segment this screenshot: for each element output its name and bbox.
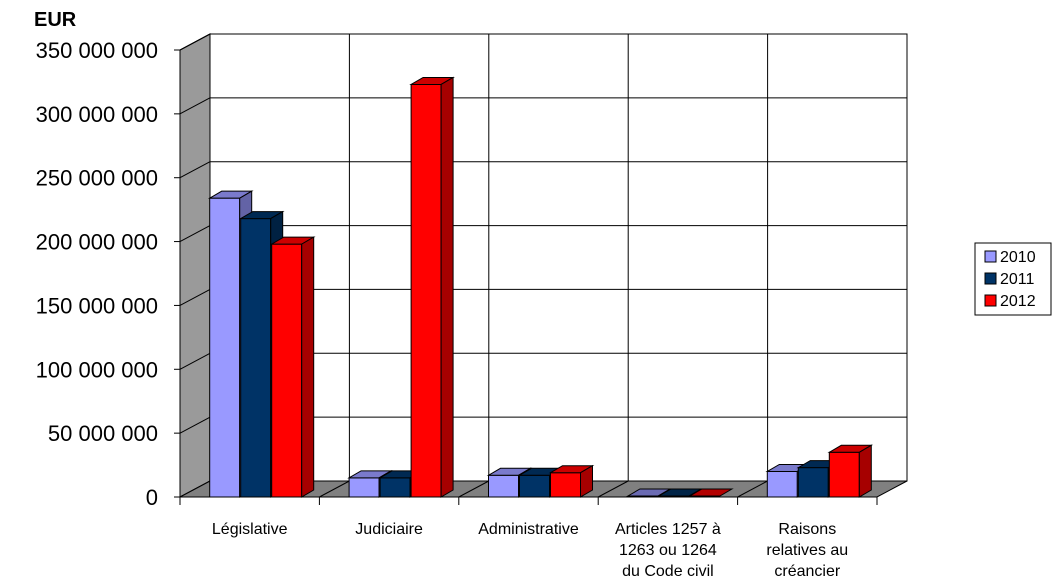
- gridline-side: [179, 161, 211, 179]
- gridline-side: [179, 225, 211, 243]
- x-category-label: du Code civil: [622, 563, 714, 580]
- gridline-side: [179, 33, 211, 51]
- floor-divider: [597, 480, 629, 498]
- legend-label-2011: 2011: [1000, 271, 1035, 288]
- floor-divider: [737, 480, 768, 498]
- gridline-side: [179, 97, 211, 115]
- bar-front: [271, 243, 303, 498]
- bar-side: [440, 76, 454, 498]
- bar-front: [379, 477, 411, 498]
- floor-divider: [319, 480, 350, 498]
- bar-front: [797, 467, 829, 498]
- x-axis-category-labels: Législative Judiciaire Administrative Artic…: [212, 521, 848, 580]
- bar-front: [240, 218, 272, 498]
- bar-2012: [269, 236, 316, 498]
- bar-2011: [657, 488, 703, 497]
- x-category-label: Raisons: [778, 521, 836, 538]
- x-category-label: Administrative: [478, 521, 579, 538]
- floor-divider: [458, 480, 490, 498]
- x-category-label: créancier: [774, 563, 840, 580]
- bar-flat: [657, 488, 703, 497]
- bar-front: [209, 197, 241, 498]
- bar-front: [488, 474, 519, 498]
- bar-2012: [409, 76, 455, 498]
- bar-flat: [688, 488, 734, 497]
- bar-front: [348, 477, 380, 498]
- y-axis-tick-labels: 0 50 000 000 100 000 000 150 000 000 200 000…: [36, 38, 158, 510]
- y-tick-label: 50 000 000: [48, 421, 158, 446]
- back-wall: [209, 33, 908, 482]
- bar-2012: [548, 464, 595, 498]
- x-category-label: Judiciaire: [355, 521, 423, 538]
- bar-2010: [626, 488, 672, 497]
- bar-front: [410, 83, 442, 498]
- y-tick-label: 250 000 000: [36, 166, 158, 191]
- legend-label-2010: 2010: [1000, 249, 1036, 266]
- gridline-side: [179, 352, 211, 370]
- y-tick-label: 150 000 000: [36, 293, 158, 318]
- x-category-label: Législative: [212, 521, 288, 538]
- legend-label-2012: 2012: [1000, 293, 1036, 310]
- x-category-label: Articles 1257 à: [615, 521, 721, 538]
- bar-2012: [688, 488, 734, 497]
- bar-front: [766, 470, 798, 498]
- y-tick-label: 0: [146, 485, 158, 510]
- x-category-label: 1263 ou 1264: [619, 542, 717, 559]
- y-tick-label: 350 000 000: [36, 38, 158, 63]
- bar-flat: [626, 488, 672, 497]
- bar-front: [550, 472, 581, 498]
- x-category-label: relatives au: [766, 542, 848, 559]
- legend-swatch-2012: [984, 294, 997, 307]
- left-wall: [179, 33, 211, 498]
- gridline-side: [179, 288, 211, 306]
- bar-front: [519, 474, 550, 498]
- bar-side: [580, 464, 593, 498]
- bar-2012: [827, 444, 874, 498]
- legend: 2010 2011 2012: [974, 242, 1052, 316]
- gridline-side: [179, 416, 211, 434]
- bar-side: [301, 236, 315, 498]
- y-tick-label: 300 000 000: [36, 102, 158, 127]
- bars: [207, 76, 874, 498]
- legend-swatch-2011: [984, 272, 997, 285]
- bar-front: [828, 451, 860, 498]
- bar-side: [858, 444, 872, 498]
- legend-swatch-2010: [984, 250, 997, 263]
- y-tick-label: 100 000 000: [36, 357, 158, 382]
- y-axis-unit-label: EUR: [34, 9, 77, 31]
- y-tick-label: 200 000 000: [36, 230, 158, 255]
